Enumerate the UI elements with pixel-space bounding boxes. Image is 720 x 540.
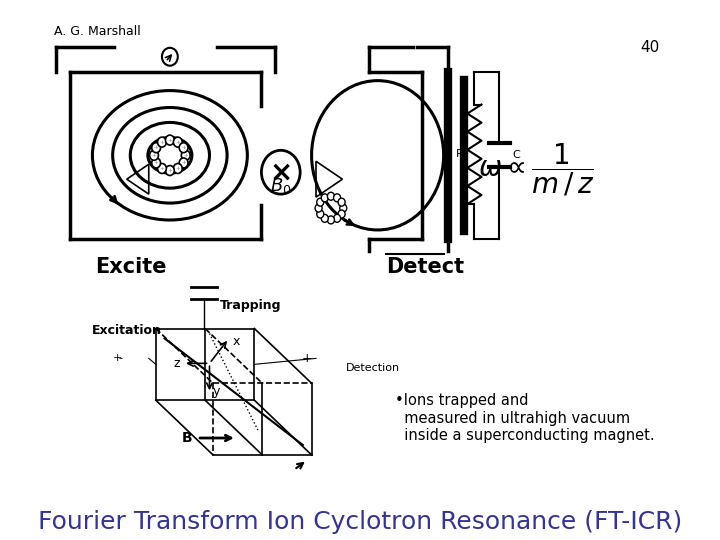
Text: +: + bbox=[176, 140, 180, 145]
Circle shape bbox=[179, 143, 188, 153]
Text: 40: 40 bbox=[640, 40, 660, 55]
Circle shape bbox=[181, 150, 190, 160]
Text: +: + bbox=[168, 168, 172, 173]
Circle shape bbox=[321, 214, 328, 222]
Circle shape bbox=[321, 194, 328, 202]
Text: R: R bbox=[456, 149, 464, 159]
Circle shape bbox=[158, 164, 166, 173]
Circle shape bbox=[333, 214, 341, 222]
Text: +: + bbox=[160, 166, 164, 171]
Circle shape bbox=[317, 198, 324, 206]
Text: B: B bbox=[182, 431, 193, 445]
Text: +: + bbox=[168, 138, 172, 143]
Text: $\omega \propto \dfrac{1}{m\,/\,z}$: $\omega \propto \dfrac{1}{m\,/\,z}$ bbox=[478, 141, 594, 198]
Text: +: + bbox=[176, 166, 180, 171]
Text: Detection: Detection bbox=[346, 363, 400, 373]
Circle shape bbox=[152, 158, 161, 168]
Circle shape bbox=[315, 204, 322, 212]
Text: z: z bbox=[173, 357, 179, 370]
Circle shape bbox=[166, 135, 174, 145]
Text: y: y bbox=[213, 385, 220, 398]
Text: Excite: Excite bbox=[95, 257, 167, 277]
Text: +: + bbox=[160, 140, 164, 145]
Circle shape bbox=[328, 192, 335, 200]
Circle shape bbox=[338, 210, 345, 218]
Circle shape bbox=[317, 210, 324, 218]
Text: +: + bbox=[302, 352, 312, 365]
Circle shape bbox=[158, 137, 166, 147]
Text: +: + bbox=[154, 160, 158, 165]
Text: A. G. Marshall: A. G. Marshall bbox=[54, 25, 140, 38]
Circle shape bbox=[166, 166, 174, 176]
Text: Trapping: Trapping bbox=[220, 299, 282, 312]
Circle shape bbox=[333, 194, 341, 202]
Text: Detect: Detect bbox=[387, 257, 464, 277]
Text: +: + bbox=[181, 145, 186, 150]
Text: x: x bbox=[233, 335, 240, 348]
Text: -: - bbox=[118, 353, 122, 363]
Text: +: + bbox=[184, 153, 188, 158]
Text: C: C bbox=[512, 150, 520, 160]
Text: Fourier Transform Ion Cyclotron Resonance (FT-ICR): Fourier Transform Ion Cyclotron Resonanc… bbox=[38, 510, 682, 534]
Circle shape bbox=[179, 158, 188, 168]
Text: +: + bbox=[152, 153, 156, 158]
Circle shape bbox=[150, 150, 158, 160]
Text: +: + bbox=[154, 145, 158, 150]
Text: +: + bbox=[181, 160, 186, 165]
Text: +: + bbox=[113, 353, 122, 363]
Text: ×: × bbox=[269, 158, 292, 186]
Circle shape bbox=[340, 204, 347, 212]
Circle shape bbox=[174, 164, 182, 173]
Circle shape bbox=[152, 143, 161, 153]
Text: $B_0$: $B_0$ bbox=[270, 176, 292, 196]
Circle shape bbox=[328, 216, 335, 224]
Text: Excitation: Excitation bbox=[91, 323, 161, 336]
Text: •Ions trapped and
  measured in ultrahigh vacuum
  inside a superconducting magn: •Ions trapped and measured in ultrahigh … bbox=[395, 393, 654, 443]
Circle shape bbox=[338, 198, 345, 206]
Circle shape bbox=[174, 137, 182, 147]
